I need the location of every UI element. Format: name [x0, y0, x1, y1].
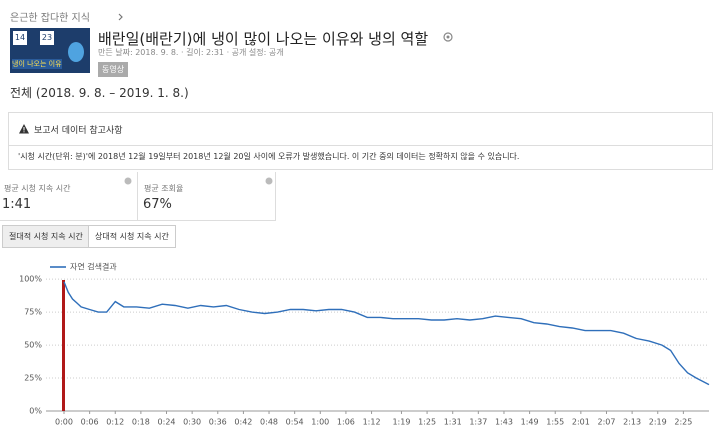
thumb-drop [68, 42, 84, 62]
position-marker [62, 280, 65, 411]
thumb-caption: 냉이 나오는 이유 [12, 59, 62, 69]
x-tick-label: 1:49 [521, 418, 539, 427]
x-tick-label: 2:13 [623, 418, 641, 427]
notice-title: 보고서 데이터 참고사항 [34, 126, 123, 136]
y-tick-label: 100% [19, 275, 42, 284]
thumbnail[interactable]: 14 23 냉이 나오는 이유 [10, 28, 90, 73]
x-tick-label: 0:18 [132, 418, 150, 427]
chart: 0% 25% 50% 75% 100% 0:00 0:06 0:12 0:18 0:24 0:30 0… [19, 262, 710, 427]
date-range[interactable]: 전체 (2018. 9. 8. – 2019. 1. 8.) [10, 86, 189, 100]
x-tick-label: 1:25 [418, 418, 436, 427]
y-tick-label: 75% [24, 308, 42, 317]
x-tick-label: 0:06 [81, 418, 99, 427]
y-tick-label: 50% [24, 341, 42, 350]
warning-icon [19, 124, 29, 134]
video-meta: 만든 날짜: 2018. 9. 8. · 길이: 2:31 · 공개 설정: 공… [98, 48, 284, 57]
metric-value: 67% [143, 197, 172, 212]
x-tick-label: 2:19 [649, 418, 667, 427]
metric-label: 평균 시청 지속 시간 [4, 184, 71, 193]
x-tick-label: 0:12 [106, 418, 124, 427]
breadcrumb[interactable]: 은근한 잡다한 지식 [10, 13, 90, 24]
x-tick-label: 1:06 [337, 418, 355, 427]
thumb-date: 23 [40, 31, 54, 45]
external-link-icon[interactable] [442, 31, 454, 43]
x-tick-label: 1:12 [363, 418, 381, 427]
x-tick-label: 1:55 [546, 418, 564, 427]
divider [9, 145, 712, 146]
x-tick-label: 0:36 [209, 418, 227, 427]
x-tick-label: 1:37 [469, 418, 487, 427]
help-icon[interactable] [265, 177, 273, 185]
tab-active[interactable]: 절대적 시청 지속 시간 [2, 225, 90, 248]
metric-label: 평균 조회율 [144, 184, 184, 193]
x-tick-label: 0:30 [183, 418, 201, 427]
x-tick-label: 0:54 [286, 418, 304, 427]
x-tick-label: 1:31 [444, 418, 462, 427]
x-tick-label: 0:00 [55, 418, 73, 427]
tab[interactable]: 상대적 시청 지속 시간 [88, 225, 176, 248]
metric-value: 1:41 [2, 197, 32, 212]
thumb-date: 14 [13, 31, 27, 45]
x-tick-label: 2:07 [597, 418, 615, 427]
chevron [118, 13, 123, 21]
metric-card[interactable]: 평균 조회율 67% [138, 172, 276, 221]
badge: 동영상 [98, 62, 129, 77]
metric-card[interactable]: 평균 시청 지속 시간 1:41 [0, 172, 138, 221]
notice-message: '시청 시간(단위: 분)'에 2018년 12월 19일부터 2018년 12… [18, 152, 520, 161]
x-tick-label: 1:43 [495, 418, 513, 427]
x-tick-label: 0:48 [260, 418, 278, 427]
notice-box: 보고서 데이터 참고사항 '시청 시간(단위: 분)'에 2018년 12월 1… [8, 112, 713, 170]
video-title: 배란일(배란기)에 냉이 많이 나오는 이유와 냉의 역할 [98, 30, 429, 48]
help-icon[interactable] [124, 177, 132, 185]
y-tick-label: 25% [24, 374, 42, 383]
series-line [63, 281, 710, 386]
x-tick-label: 0:24 [158, 418, 176, 427]
x-tick-label: 1:19 [392, 418, 410, 427]
x-tick-label: 2:01 [572, 418, 590, 427]
x-tick-label: 0:42 [234, 418, 252, 427]
x-tick-label: 1:00 [311, 418, 329, 427]
legend-label: 자연 검색결과 [70, 262, 117, 272]
y-tick-label: 0% [29, 407, 42, 416]
x-tick-label: 2:25 [674, 418, 692, 427]
